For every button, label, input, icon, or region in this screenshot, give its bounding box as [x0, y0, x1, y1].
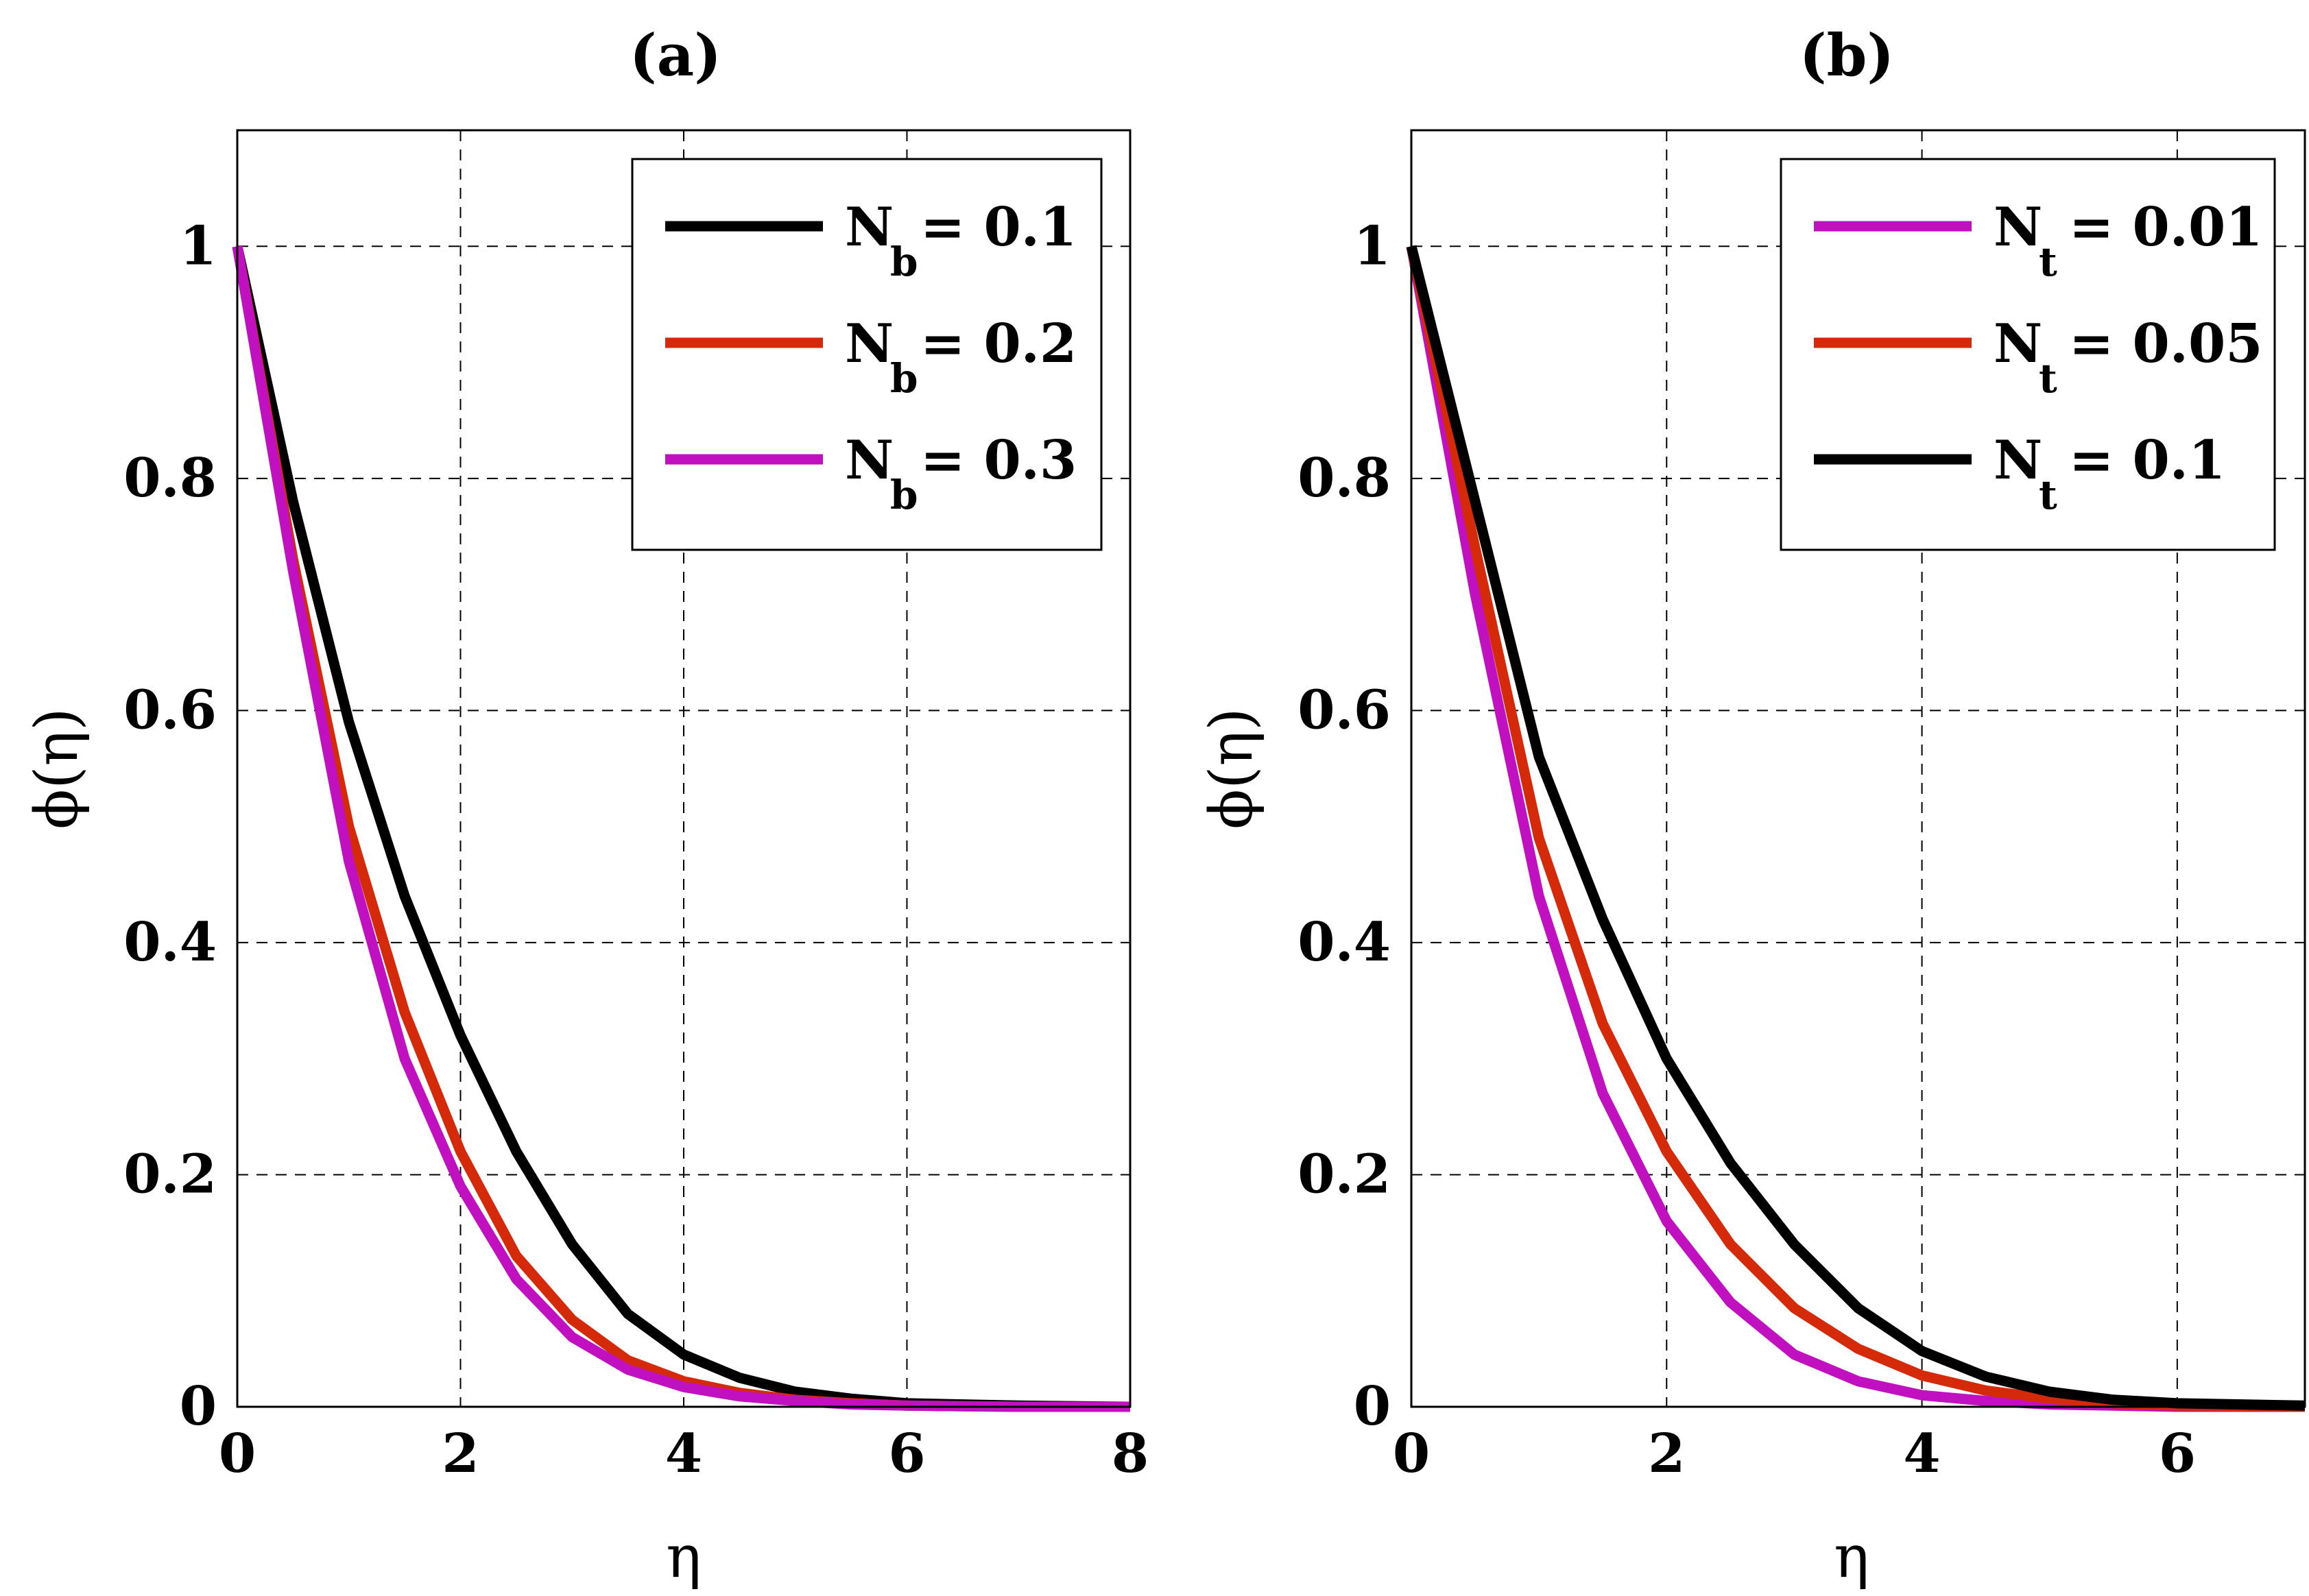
- chart-b-ytick-2: 0.4: [1297, 911, 1391, 974]
- chart-b-series: [1406, 245, 2306, 1412]
- chart-b-xtick-0: 0: [1393, 1423, 1430, 1485]
- chart-a-ylabel: ϕ(η): [23, 708, 91, 829]
- chart-b-legend-value-1: = 0.05: [2069, 313, 2262, 375]
- chart-a-ytick-1: 0.2: [123, 1143, 217, 1205]
- chart-b-ticks: 0 2 4 6 0 0.2 0.4 0.6 0.8 1: [1297, 215, 2196, 1485]
- chart-a-ytick-5: 1: [180, 215, 217, 277]
- chart-a-legend: Nb= 0.1Nb= 0.2Nb= 0.3: [631, 158, 1103, 551]
- chart-a-ytick-3: 0.6: [123, 679, 217, 741]
- chart-b-ytick-3: 0.6: [1297, 679, 1391, 741]
- chart-b-legend-sub-0: t: [2039, 239, 2057, 285]
- chart-b-plot-frame: [1410, 129, 2306, 1408]
- chart-b-ylabel: ϕ(η): [1197, 708, 1266, 829]
- chart-a-plot-frame: [236, 129, 1132, 1408]
- chart-b-legend-sub-2: t: [2039, 472, 2057, 518]
- chart-b-legend: Nt = 0.01 Nt = 0.05 Nt = 0.1: [1780, 158, 2276, 551]
- chart-b: (b) 0 2 4 600.20.40.60.81 η ϕ(η) Nt= 0.01Nt…: [1197, 21, 2306, 1591]
- chart-b-xtick-3: 6: [2159, 1423, 2196, 1485]
- chart-a-legend-sub-1: b: [890, 355, 918, 402]
- chart-a-xtick-1: 2: [442, 1423, 479, 1485]
- chart-a-ticks: 0 2 4 6 8 0 0.2 0.4 0.6 0.8 1: [123, 215, 1149, 1485]
- chart-b-ytick-4: 0.8: [1297, 447, 1391, 509]
- chart-a-ytick-0: 0: [180, 1375, 217, 1438]
- chart-a-series-line-2: [232, 245, 1130, 1412]
- chart-a-xtick-3: 6: [888, 1423, 925, 1485]
- chart-b-xtick-2: 4: [1903, 1423, 1940, 1485]
- chart-a-ytick-2: 0.4: [123, 911, 217, 974]
- chart-a-xtick-4: 8: [1112, 1423, 1149, 1485]
- chart-a-xtick-0: 0: [219, 1423, 256, 1485]
- chart-b-legend-symbol-0: N: [1994, 196, 2042, 258]
- chart-b-legend-value-2: = 0.1: [2069, 429, 2225, 492]
- chart-b-title: (b): [1799, 21, 1894, 89]
- chart-a-series: [232, 245, 1131, 1412]
- chart-a-legend-value-2: = 0.3: [920, 429, 1077, 492]
- chart-a-legend-symbol-1: N: [845, 313, 894, 375]
- chart-b-legend-sub-1: t: [2039, 355, 2057, 402]
- chart-b-ytick-1: 0.2: [1297, 1143, 1391, 1205]
- chart-a-legend-symbol-0: N: [845, 196, 894, 258]
- chart-a-ytick-4: 0.8: [123, 447, 217, 509]
- chart-a-legend-value-1: = 0.2: [920, 313, 1077, 375]
- chart-a-legend-sub-0: b: [890, 239, 918, 285]
- chart-b-xtick-1: 2: [1648, 1423, 1685, 1485]
- chart-b-ytick-0: 0: [1354, 1375, 1391, 1438]
- chart-a: (a) 0 2 4 6 800.20.40.60.81 η ϕ(η) Nb= 0.1Nb…: [23, 21, 1149, 1591]
- chart-a-title: (a): [630, 21, 721, 89]
- chart-b-legend-value-0: = 0.01: [2069, 196, 2262, 258]
- chart-a-xlabel: η: [666, 1523, 702, 1591]
- chart-a-legend-value-0: = 0.1: [920, 196, 1077, 258]
- chart-a-xtick-2: 4: [665, 1423, 702, 1485]
- chart-b-xlabel: η: [1834, 1523, 1869, 1591]
- chart-b-legend-symbol-1: N: [1994, 313, 2042, 375]
- chart-b-ytick-5: 1: [1354, 215, 1391, 277]
- chart-b-legend-symbol-2: N: [1994, 429, 2042, 492]
- chart-a-legend-sub-2: b: [890, 472, 918, 518]
- chart-a-legend-symbol-2: N: [845, 429, 894, 492]
- chart-b-series-line-2: [1406, 245, 2306, 1411]
